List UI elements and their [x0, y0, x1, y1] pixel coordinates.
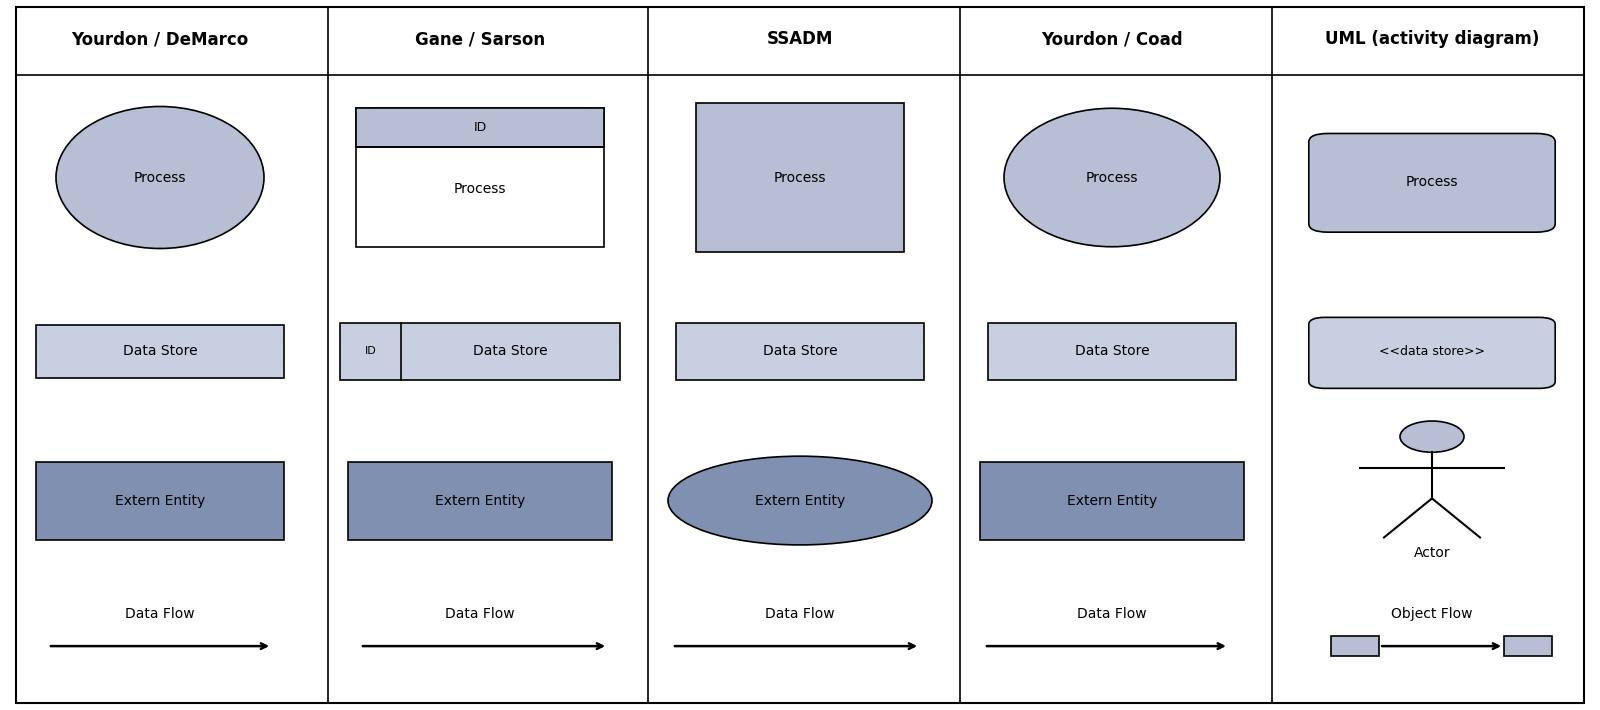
- Bar: [696, 103, 904, 252]
- Text: Data Store: Data Store: [763, 344, 837, 359]
- Ellipse shape: [1005, 108, 1221, 247]
- Text: ID: ID: [365, 346, 376, 356]
- Bar: [339, 323, 621, 380]
- Text: Process: Process: [774, 170, 826, 185]
- Bar: [987, 323, 1235, 380]
- Text: SSADM: SSADM: [766, 30, 834, 48]
- Text: Yourdon / Coad: Yourdon / Coad: [1042, 30, 1182, 48]
- Text: Process: Process: [1406, 175, 1458, 190]
- Text: Process: Process: [1086, 170, 1138, 185]
- Bar: [979, 462, 1245, 540]
- Ellipse shape: [669, 457, 931, 545]
- Text: Data Flow: Data Flow: [125, 607, 195, 621]
- Text: ID: ID: [474, 121, 486, 134]
- Text: Data Flow: Data Flow: [765, 607, 835, 621]
- Text: Extern Entity: Extern Entity: [115, 493, 205, 508]
- Bar: [355, 109, 603, 147]
- Ellipse shape: [1400, 421, 1464, 452]
- Text: Data Store: Data Store: [474, 344, 547, 359]
- Text: Object Flow: Object Flow: [1392, 607, 1472, 621]
- Text: Data Store: Data Store: [123, 344, 197, 359]
- Text: Extern Entity: Extern Entity: [435, 493, 525, 508]
- Bar: [347, 462, 611, 540]
- Text: Process: Process: [454, 182, 506, 196]
- Ellipse shape: [56, 106, 264, 248]
- Bar: [1331, 636, 1379, 656]
- FancyBboxPatch shape: [1309, 317, 1555, 388]
- Bar: [1504, 636, 1552, 656]
- Text: Actor: Actor: [1414, 546, 1450, 560]
- Text: Yourdon / DeMarco: Yourdon / DeMarco: [72, 30, 248, 48]
- Text: Data Store: Data Store: [1075, 344, 1149, 359]
- Text: Extern Entity: Extern Entity: [1067, 493, 1157, 508]
- Text: Gane / Sarson: Gane / Sarson: [414, 30, 546, 48]
- FancyBboxPatch shape: [1309, 133, 1555, 232]
- Text: <<data store>>: <<data store>>: [1379, 345, 1485, 358]
- Bar: [355, 109, 603, 247]
- Bar: [37, 325, 283, 378]
- Text: UML (activity diagram): UML (activity diagram): [1325, 30, 1539, 48]
- Text: Process: Process: [134, 170, 186, 185]
- Bar: [675, 323, 925, 380]
- Text: Extern Entity: Extern Entity: [755, 493, 845, 508]
- Text: Data Flow: Data Flow: [445, 607, 515, 621]
- Bar: [37, 462, 283, 540]
- Text: Data Flow: Data Flow: [1077, 607, 1147, 621]
